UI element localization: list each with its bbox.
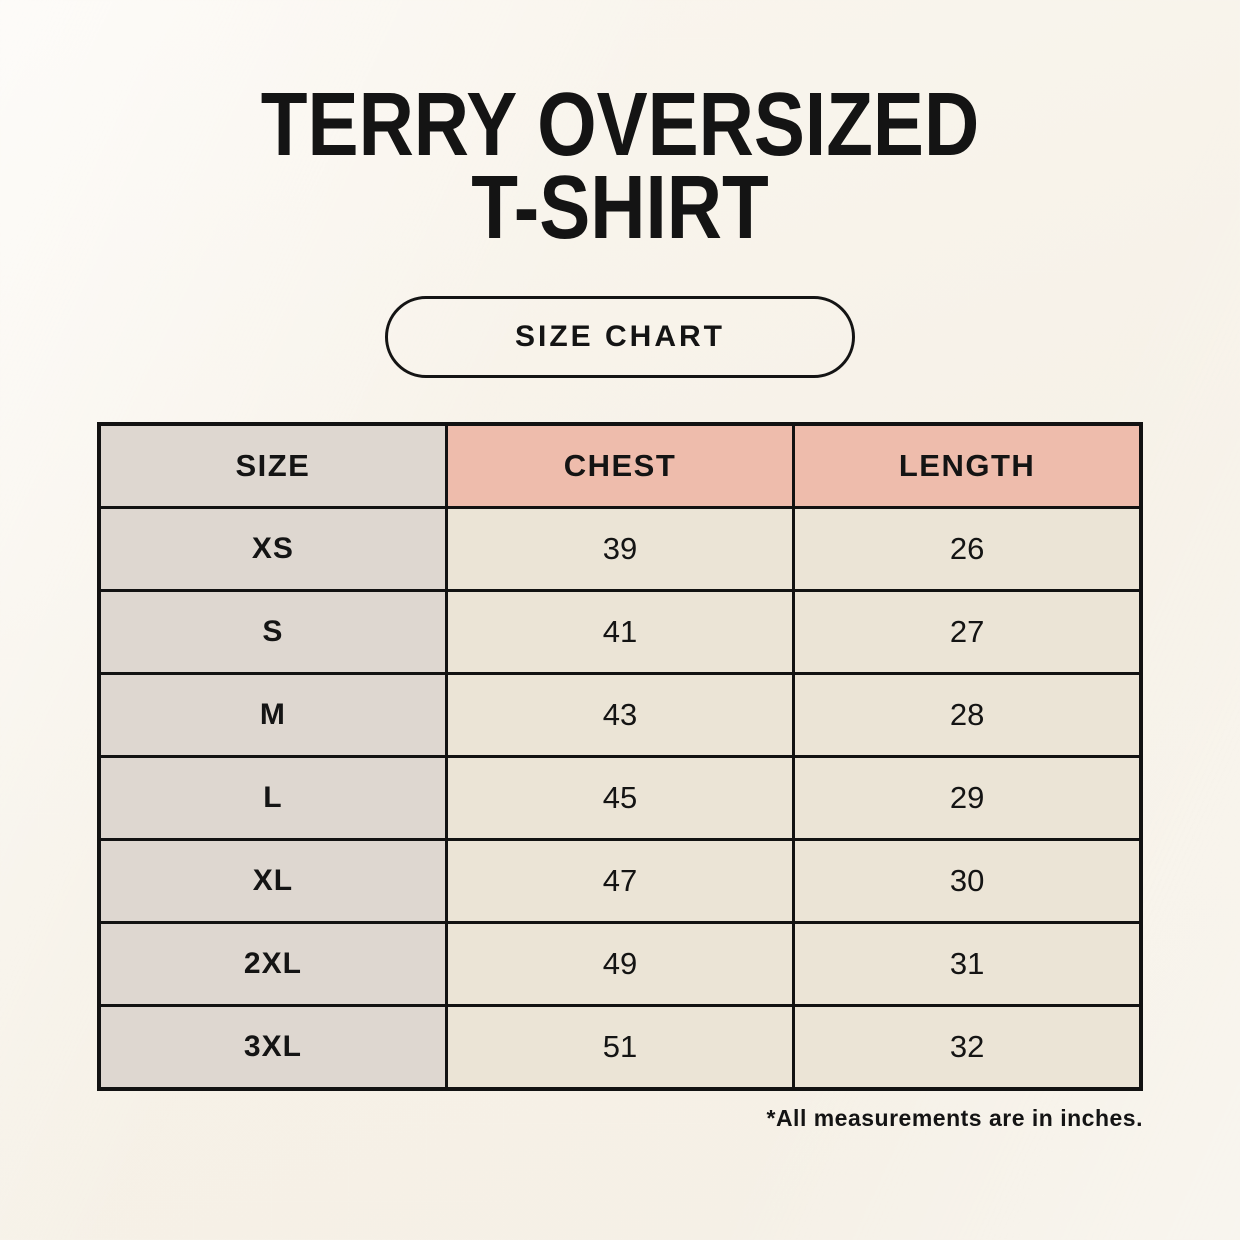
chest-cell: 51	[444, 1004, 796, 1091]
size-table: SIZE CHEST LENGTH XS 39 26 S 41 27 M 43 28 L 45 29 X…	[97, 421, 1143, 1091]
table-row: XS 39 26	[97, 506, 1143, 593]
chest-cell: 41	[444, 589, 796, 676]
size-cell: 3XL	[97, 1004, 448, 1091]
size-cell: M	[97, 672, 448, 759]
size-chart-badge-label: SIZE CHART	[515, 319, 725, 353]
size-table-container: SIZE CHEST LENGTH XS 39 26 S 41 27 M 43 28 L 45 29 X…	[97, 421, 1143, 1091]
length-cell: 26	[792, 506, 1143, 593]
column-header-length: LENGTH	[792, 422, 1143, 510]
length-cell: 27	[792, 589, 1143, 676]
table-header-row: SIZE CHEST LENGTH	[97, 422, 1143, 510]
length-cell: 28	[792, 672, 1143, 759]
size-cell: XL	[97, 838, 448, 925]
length-cell: 32	[792, 1004, 1143, 1091]
footnote: *All measurements are in inches.	[766, 1104, 1143, 1131]
size-table-body: XS 39 26 S 41 27 M 43 28 L 45 29 XL 47 30 2XL 49 31 3XL 51 3…	[97, 506, 1143, 1091]
size-cell: L	[97, 755, 448, 842]
table-row: S 41 27	[97, 589, 1143, 676]
table-row: 3XL 51 32	[97, 1004, 1143, 1091]
length-cell: 31	[792, 921, 1143, 1008]
size-chart-badge: SIZE CHART	[385, 295, 855, 378]
chest-cell: 45	[444, 755, 796, 842]
table-row: XL 47 30	[97, 838, 1143, 925]
table-row: M 43 28	[97, 672, 1143, 759]
size-chart-graphic: TERRY OVERSIZED T-SHIRT SIZE CHART SIZE …	[0, 75, 1240, 1240]
length-cell: 29	[792, 755, 1143, 842]
table-row: L 45 29	[97, 755, 1143, 842]
size-cell: XS	[97, 506, 448, 593]
size-cell: S	[97, 589, 448, 676]
chest-cell: 49	[444, 921, 796, 1008]
page-title: TERRY OVERSIZED T-SHIRT	[260, 75, 980, 258]
chest-cell: 43	[444, 672, 796, 759]
table-row: 2XL 49 31	[97, 921, 1143, 1008]
length-cell: 30	[792, 838, 1143, 925]
size-cell: 2XL	[97, 921, 448, 1008]
column-header-size: SIZE	[97, 422, 448, 510]
chest-cell: 39	[444, 506, 796, 593]
chest-cell: 47	[444, 838, 796, 925]
column-header-chest: CHEST	[444, 422, 796, 510]
